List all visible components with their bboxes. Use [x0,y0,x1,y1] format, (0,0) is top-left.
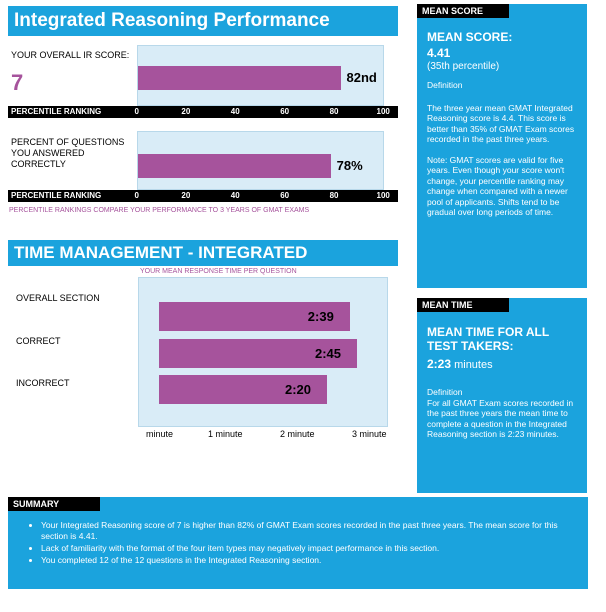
summary-item: You completed 12 of the 12 questions in … [41,555,581,566]
summary-item: Lack of familiarity with the format of t… [41,543,581,554]
performance-title: Integrated Reasoning Performance [8,6,398,36]
mean-score-note: Note: GMAT scores are valid for five yea… [427,154,568,218]
percentile-axis-1: PERCENTILE RANKING 0 20 40 60 80 100 [8,106,398,118]
mean-score-definition-label: Definition [427,80,463,90]
mean-score-value: 4.41 [427,46,451,60]
percentile-ranking-label: PERCENTILE RANKING [11,191,102,200]
time-row-label-correct: CORRECT [16,336,61,346]
mean-score-panel: MEAN SCORE MEAN SCORE: 4.41 (35th percen… [417,4,587,288]
summary-panel: SUMMARY Your Integrated Reasoning score … [8,497,588,589]
correct-percent-value: 78% [336,158,363,173]
score-chart-area: 82nd [137,45,384,106]
axis-tick: 80 [329,107,339,116]
overall-score-label: YOUR OVERALL IR SCORE: [11,50,130,60]
mean-score-percentile: (35th percentile) [427,61,500,72]
axis-tick: 40 [230,107,240,116]
axis-tick: 60 [280,107,290,116]
summary-list: Your Integrated Reasoning score of 7 is … [41,520,581,567]
time-value-overall: 2:39 [307,309,334,324]
time-axis-tick: 2 minute [280,429,315,439]
time-row-label-incorrect: INCORRECT [16,378,70,388]
axis-tick: 20 [181,191,191,200]
axis-tick: 0 [134,191,139,200]
axis-tick: 40 [230,191,240,200]
mean-time-definition: For all GMAT Exam scores recorded in the… [427,397,574,440]
mean-time-definition-label: Definition [427,387,463,397]
mean-score-header: MEAN SCORE [417,4,509,18]
correct-percent-bar [138,154,331,178]
axis-tick: 100 [376,107,390,116]
percentile-axis-2: PERCENTILE RANKING 0 20 40 60 80 100 [8,190,398,202]
time-chart-area: 2:39 2:45 2:20 [138,277,388,427]
mean-time-unit: minutes [451,359,493,371]
time-axis-tick: 3 minute [352,429,387,439]
mean-time-value: 2:23 [427,357,452,371]
score-percentile-label: 82nd [346,70,377,85]
mean-time-header: MEAN TIME [417,298,509,312]
mean-time-value-line: 2:23 minutes [427,355,577,373]
time-axis-tick: minute [146,429,174,439]
time-bar-incorrect [159,375,327,404]
correct-percent-label: PERCENT OF QUESTIONS YOU ANSWERED CORREC… [11,137,125,169]
axis-tick: 20 [181,107,191,116]
axis-tick: 80 [329,191,339,200]
time-bar-overall [159,302,350,331]
axis-tick: 0 [134,107,139,116]
mean-score-definition: The three year mean GMAT Integrated Reas… [427,102,575,145]
time-value-incorrect: 2:20 [285,382,312,397]
time-chart-subtitle: YOUR MEAN RESPONSE TIME PER QUESTION [140,268,297,275]
score-percentile-bar [138,66,341,90]
summary-header: SUMMARY [8,497,100,511]
time-axis-tick: 1 minute [208,429,243,439]
percentile-note: PERCENTILE RANKINGS COMPARE YOUR PERFORM… [9,207,310,214]
mean-time-panel: MEAN TIME MEAN TIME FOR ALL TEST TAKERS:… [417,298,587,493]
axis-tick: 60 [280,191,290,200]
overall-score-value: 7 [11,70,24,95]
time-management-title: TIME MANAGEMENT - INTEGRATED REASONING [8,240,398,282]
time-bar-correct [159,339,357,368]
time-value-correct: 2:45 [315,346,342,361]
percentile-ranking-label: PERCENTILE RANKING [11,107,102,116]
mean-score-heading: MEAN SCORE: [427,30,513,44]
mean-time-heading: MEAN TIME FOR ALL TEST TAKERS: [427,325,549,353]
correct-chart-area: 78% [137,131,384,190]
summary-item: Your Integrated Reasoning score of 7 is … [41,520,581,542]
axis-tick: 100 [376,191,390,200]
time-row-label-overall: OVERALL SECTION [16,293,100,303]
